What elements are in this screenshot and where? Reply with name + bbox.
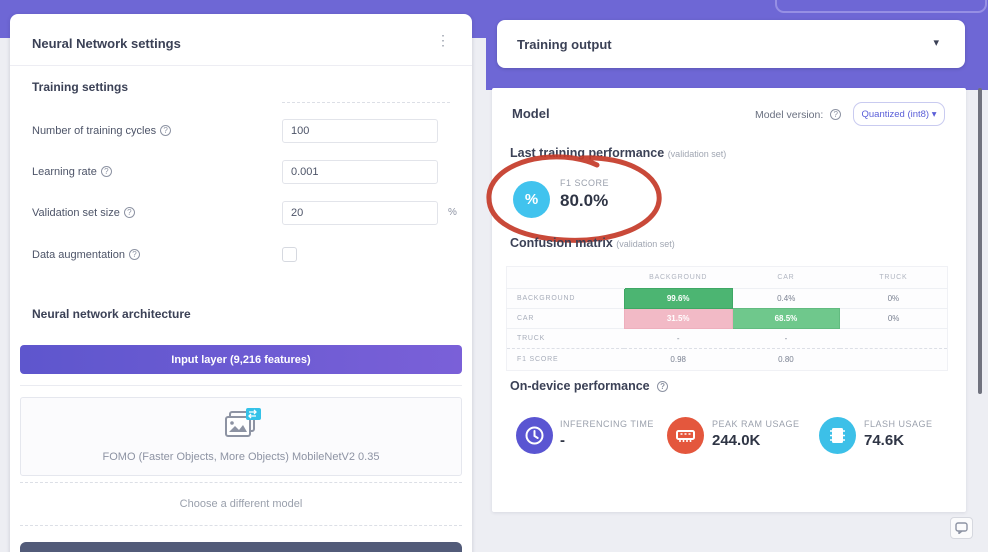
matrix-row-label: BACKGROUND: [506, 288, 625, 309]
matrix-cell: -: [732, 328, 840, 349]
matrix-cell: 0%: [839, 308, 948, 329]
training-output-header[interactable]: Training output ▾: [497, 20, 965, 68]
choose-different-model-button[interactable]: Choose a different model: [20, 482, 462, 526]
start-training-button[interactable]: [20, 542, 462, 552]
training-output-title: Training output: [517, 37, 612, 52]
matrix-row: F1 SCORE 0.98 0.80: [506, 348, 948, 371]
matrix-row: BACKGROUND 99.6% 0.4% 0%: [506, 288, 948, 309]
matrix-row-label: CAR: [506, 308, 625, 329]
f1-score-label: F1 SCORE: [560, 178, 610, 188]
input-layer-button[interactable]: Input layer (9,216 features): [20, 345, 462, 374]
help-icon[interactable]: ?: [657, 381, 669, 392]
flash-chip-icon: [819, 417, 856, 454]
matrix-col-header: TRUCK: [879, 274, 908, 281]
confusion-matrix-table: BACKGROUND CAR TRUCK BACKGROUND 99.6% 0.4% 0% C…: [506, 266, 948, 371]
learning-rate-label: Learning rate?: [32, 166, 112, 178]
training-settings-heading: Training settings: [32, 80, 129, 94]
flash-usage-label: FLASH USAGE: [864, 419, 933, 429]
matrix-col-header: CAR: [777, 274, 795, 281]
images-transfer-icon: [220, 408, 262, 447]
model-version-select[interactable]: Quantized (int8) ▾: [853, 102, 945, 126]
matrix-cell: 68.5%: [731, 308, 841, 329]
peak-ram-value: 244.0K: [712, 432, 761, 449]
matrix-cell: -: [624, 328, 733, 349]
f1-score-value: 80.0%: [560, 191, 609, 210]
panel-title: Neural Network settings: [32, 36, 181, 51]
help-icon[interactable]: ?: [128, 249, 140, 260]
help-icon[interactable]: ?: [830, 109, 842, 120]
data-augmentation-checkbox[interactable]: [282, 247, 297, 262]
matrix-row-label: F1 SCORE: [506, 348, 625, 371]
feedback-button[interactable]: [950, 517, 973, 539]
matrix-cell: 0.80: [732, 348, 840, 371]
matrix-header-row: BACKGROUND CAR TRUCK: [507, 267, 948, 289]
selected-model-card[interactable]: FOMO (Faster Objects, More Objects) Mobi…: [20, 397, 462, 476]
cut-off-header-button[interactable]: [775, 0, 987, 13]
clock-icon: [516, 417, 553, 454]
last-training-heading: Last training performance (validation se…: [510, 146, 727, 160]
matrix-cell: 99.6%: [623, 288, 733, 309]
help-icon[interactable]: ?: [123, 207, 135, 218]
model-name: FOMO (Faster Objects, More Objects) Mobi…: [102, 451, 380, 463]
panel-header: Neural Network settings ⋮: [10, 14, 472, 66]
architecture-heading: Neural network architecture: [32, 307, 191, 321]
matrix-row-label: TRUCK: [506, 328, 625, 349]
peak-ram-label: PEAK RAM USAGE: [712, 419, 800, 429]
matrix-cell: 0.98: [624, 348, 733, 371]
training-output-panel: Model Model version: ? Quantized (int8) …: [486, 88, 966, 512]
matrix-cell: 0.4%: [732, 288, 840, 309]
inferencing-time-value: -: [560, 432, 565, 449]
percent-suffix: %: [448, 207, 457, 218]
validation-size-label: Validation set size?: [32, 207, 135, 219]
training-cycles-label: Number of training cycles?: [32, 125, 172, 137]
learning-rate-input[interactable]: [282, 160, 438, 184]
divider: [20, 385, 462, 386]
model-version-label: Model version: ?: [755, 109, 842, 121]
confusion-matrix-heading: Confusion matrix (validation set): [510, 236, 675, 250]
flash-usage-value: 74.6K: [864, 432, 905, 449]
matrix-cell: [839, 328, 948, 349]
data-augmentation-label: Data augmentation?: [32, 249, 140, 261]
divider: [282, 102, 450, 103]
matrix-cell: [839, 348, 948, 371]
matrix-row: CAR 31.5% 68.5% 0%: [506, 308, 948, 329]
validation-size-input[interactable]: [282, 201, 438, 225]
neural-network-settings-panel: Neural Network settings ⋮ Training setti…: [10, 14, 472, 552]
scrollbar-thumb[interactable]: [978, 88, 982, 394]
training-cycles-input[interactable]: [282, 119, 438, 143]
matrix-cell: 0%: [839, 288, 948, 309]
matrix-cell: 31.5%: [623, 308, 733, 329]
ram-icon: [667, 417, 704, 454]
chevron-down-icon[interactable]: ▾: [933, 37, 939, 49]
speech-bubble-icon: [955, 522, 968, 535]
on-device-heading: On-device performance ?: [510, 379, 669, 393]
help-icon[interactable]: ?: [100, 166, 112, 177]
inferencing-time-label: INFERENCING TIME: [560, 419, 654, 429]
kebab-menu-icon[interactable]: ⋮: [436, 32, 450, 48]
matrix-col-header: BACKGROUND: [649, 274, 708, 281]
model-heading: Model: [512, 106, 550, 121]
help-icon[interactable]: ?: [160, 125, 172, 136]
matrix-row: TRUCK - -: [506, 328, 948, 349]
percent-icon: %: [513, 181, 550, 218]
